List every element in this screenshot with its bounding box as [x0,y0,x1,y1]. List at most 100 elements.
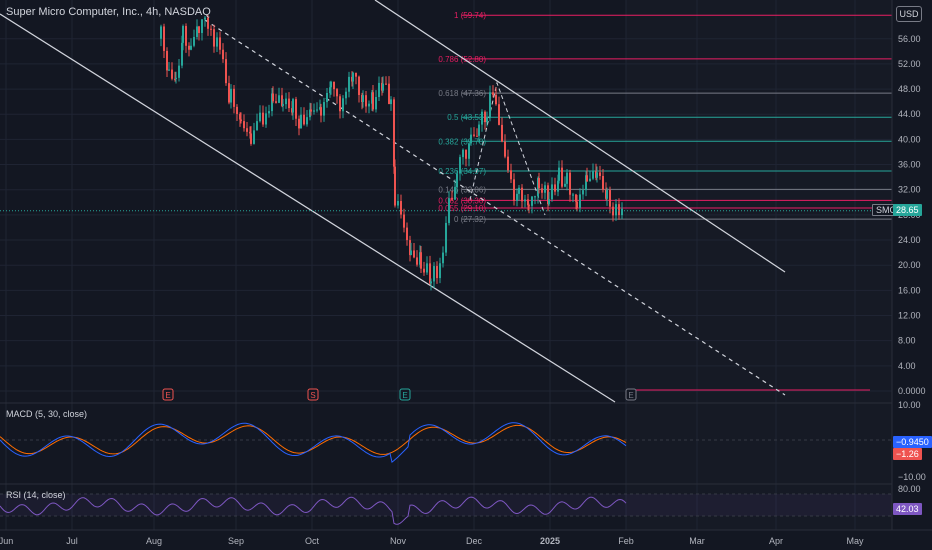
candle-body [268,111,270,114]
candle-body [430,281,432,284]
candle-body [481,111,483,125]
event-marker-icon[interactable] [625,388,637,401]
candle-body [409,240,411,256]
candle-body [278,95,280,103]
candle-body [249,131,251,134]
macd-value-tag: −0.9450 [893,436,932,448]
candle-body [262,112,264,125]
candle-body [163,26,165,51]
candle-body [281,95,283,106]
candle-body [323,102,325,116]
channel-lower-line [0,13,616,403]
candle-body [190,45,192,50]
candle-body [470,134,472,144]
time-tick-label: Oct [305,536,320,546]
candle-body [416,257,418,265]
candle-body [233,88,235,107]
candle-body [388,83,390,105]
rsi-value-tag: 42.03 [893,503,922,515]
candle-body [510,170,512,180]
candle-body [246,128,248,132]
candle-body [352,72,354,82]
candle-body [219,37,221,50]
candle-body [188,45,190,50]
rsi-label[interactable]: RSI (14, close) [6,490,66,500]
time-tick-label: May [846,536,864,546]
time-axis[interactable]: Jun Jul Aug Sep Oct Nov Dec 2025 Feb Mar Apr May [0,536,864,546]
candle-body [410,250,412,256]
candle-body [362,95,364,102]
event-marker-icon[interactable] [399,388,411,401]
price-tick-label: 16.00 [898,285,921,295]
candle-body [210,28,212,30]
candle-body [403,214,405,228]
candle-body [592,170,594,179]
candle-body [174,78,176,80]
price-tick-label: 20.00 [898,260,921,270]
price-tick-label: 32.00 [898,185,921,195]
candle-body [606,190,608,199]
candle-body [282,104,284,106]
candle-body [333,81,335,90]
fib-level-label: 0.786 (52.80) [438,55,486,64]
candle-body [445,222,447,253]
candle-body [478,124,480,136]
candle-body [288,98,290,109]
event-marker-icon[interactable] [307,388,319,401]
candle-body [599,172,601,176]
time-tick-label: Apr [769,536,783,546]
candle-body [518,187,520,194]
candle-body [575,194,577,202]
candle-body [355,72,357,77]
candle-body [572,194,574,196]
candle-body [253,130,255,144]
event-marker-letter: E [402,391,407,400]
candle-body [538,178,540,189]
candle-body [181,42,183,66]
trend-channels [0,0,786,403]
time-tick-label: 2025 [540,536,560,546]
candle-body [239,114,241,120]
candle-body [569,172,571,195]
candle-body [618,204,620,216]
candle-body [468,143,470,159]
candle-body [406,227,408,241]
rsi-top-tick: 80.00 [898,484,921,494]
macd-line [0,422,627,463]
candle-body [207,17,209,29]
event-marker-letter: S [310,391,315,400]
candle-body [498,104,500,125]
event-marker-icon[interactable] [162,388,174,401]
time-tick-label: Mar [689,536,705,546]
candle-body [544,185,546,193]
candle-body [451,198,453,200]
candle-body [513,179,515,201]
candle-body [566,172,568,184]
candle-body [504,141,506,157]
time-tick-label: Sep [228,536,244,546]
candle-body [589,178,591,182]
fib-level-label: 0.055 (29.10) [438,204,486,213]
macd-signal-line [0,424,627,455]
fib-level-label: 0.146 (32.06) [438,185,486,194]
candle-body [429,263,431,284]
candle-body [394,166,396,206]
candle-body [531,196,533,206]
fib-level-label: 0.5 (43.53) [447,113,486,122]
candle-body [413,250,415,258]
currency-button[interactable]: USD [896,6,922,22]
candle-body [271,93,273,112]
candle-body [521,187,523,202]
candle-body [250,133,252,144]
price-tick-label: 0.0000 [898,386,926,396]
candle-body [484,111,486,123]
candle-body [547,185,549,205]
candle-body [171,69,173,79]
candle-body [397,201,399,206]
candle-body [476,135,478,137]
macd-label[interactable]: MACD (5, 30, close) [6,409,88,419]
candle-body [528,205,530,207]
candle-body [433,266,435,282]
